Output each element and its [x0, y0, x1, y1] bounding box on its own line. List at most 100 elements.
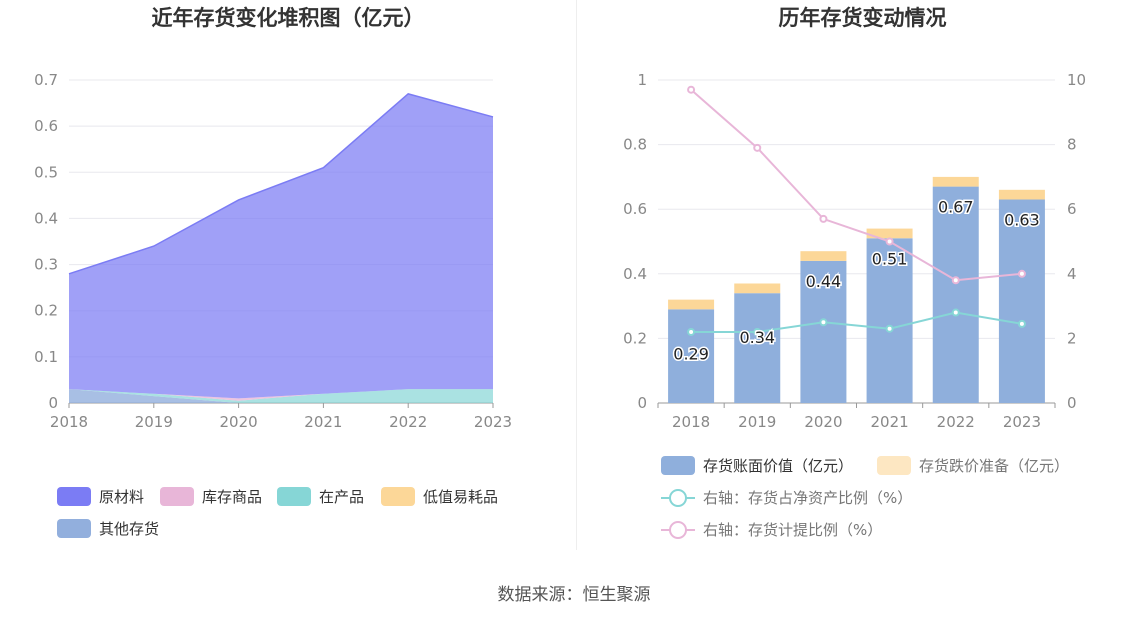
- legend-swatch: [57, 487, 91, 506]
- legend-label: 在产品: [319, 488, 365, 506]
- right-legend-item[interactable]: 右轴：存货占净资产比例（%）: [661, 487, 912, 508]
- area-edge-原材料: [68, 93, 494, 275]
- bar-book-value: [866, 238, 913, 403]
- line-point-0: [819, 318, 828, 327]
- legend-label: 存货账面价值（亿元）: [703, 457, 854, 475]
- right-chart-title: 历年存货变动情况: [778, 6, 947, 30]
- legend-swatch: [661, 488, 695, 507]
- left-y-tick-label: 0: [48, 394, 58, 412]
- left-y-tick-label: 0.7: [34, 71, 58, 89]
- left-y-tick-label: 0.5: [34, 163, 58, 181]
- right-y2-tick-label: 4: [1067, 265, 1077, 283]
- data-source: 数据来源：恒生聚源: [497, 585, 651, 605]
- area-原材料: [69, 93, 493, 399]
- left-legend-item[interactable]: 原材料: [57, 486, 144, 507]
- legend-swatch: [661, 520, 695, 539]
- right-x-tick-label: 2023: [1003, 413, 1041, 431]
- right-x-tick-label: 2018: [672, 413, 710, 431]
- left-chart-svg: 0 0.1 0.2 0.3 0.4 0.5 0.6 0.7 2018 2019 2020 2021 20…: [34, 71, 512, 431]
- legend-label: 存货跌价准备（亿元）: [919, 457, 1070, 475]
- line-point-0: [687, 327, 696, 336]
- left-y-tick-label: 0.1: [34, 348, 58, 366]
- bar-provision: [998, 189, 1045, 200]
- right-x-tick-label: 2019: [738, 413, 776, 431]
- left-x-tick-label: 2023: [474, 413, 512, 431]
- right-y-tick-label: 1: [637, 71, 647, 89]
- line-point-1: [753, 143, 762, 152]
- right-y2-tick-label: 10: [1067, 71, 1086, 89]
- left-y-tick-label: 0.2: [34, 302, 58, 320]
- left-y-tick-label: 0.6: [34, 117, 58, 135]
- line-point-0: [951, 308, 960, 317]
- bar-provision: [734, 283, 781, 294]
- left-y-tick-label: 0.4: [34, 209, 58, 227]
- right-y-tick-label: 0.2: [623, 329, 647, 347]
- area-在产品: [69, 389, 493, 403]
- right-legend-item[interactable]: 右轴：存货计提比例（%）: [661, 519, 882, 540]
- legend-swatch: [877, 456, 911, 475]
- line-point-1: [687, 85, 696, 94]
- right-y2-tick-label: 2: [1067, 329, 1077, 347]
- legend-swatch: [381, 487, 415, 506]
- bar-provision: [668, 299, 715, 310]
- left-legend-item[interactable]: 库存商品: [160, 486, 262, 507]
- bar-book-value: [800, 260, 847, 403]
- line-point-0: [1017, 319, 1026, 328]
- legend-label: 右轴：存货计提比例（%）: [703, 521, 883, 539]
- legend-label: 其他存货: [99, 520, 160, 538]
- bar-provision: [932, 176, 979, 187]
- right-x-tick-label: 2021: [870, 413, 908, 431]
- line-point-1: [885, 237, 894, 246]
- right-legend-item[interactable]: 存货跌价准备（亿元）: [877, 455, 1069, 476]
- left-chart-title: 近年存货变化堆积图（亿元）: [151, 6, 425, 30]
- bar-data-label: 0.63: [1004, 211, 1040, 230]
- legend-swatch: [661, 456, 695, 475]
- inventory-stacked-area-chart: 近年存货变化堆积图（亿元） 0 0.1 0.2 0.3 0.4 0.5 0.6 0.7 2018…: [0, 0, 576, 550]
- legend-swatch: [160, 487, 194, 506]
- right-y-tick-label: 0: [637, 394, 647, 412]
- right-y-tick-label: 0.6: [623, 200, 647, 218]
- panel-divider: [576, 0, 577, 550]
- right-y2-tick-label: 6: [1067, 200, 1077, 218]
- line-series-1: [690, 88, 1023, 282]
- left-legend-item[interactable]: 低值易耗品: [381, 486, 498, 507]
- left-legend-item[interactable]: 在产品: [277, 486, 364, 507]
- legend-label: 右轴：存货占净资产比例（%）: [703, 489, 913, 507]
- bar-provision: [866, 228, 913, 239]
- bar-data-label: 0.44: [806, 272, 842, 291]
- bar-book-value: [932, 186, 979, 403]
- bar-book-value: [998, 199, 1045, 403]
- bar-data-label: 0.51: [872, 249, 908, 268]
- bar-provision: [800, 251, 847, 261]
- line-point-1: [951, 276, 960, 285]
- line-series-0: [691, 311, 1023, 333]
- bar-data-label: 0.29: [673, 344, 709, 363]
- legend-label: 原材料: [99, 488, 145, 506]
- bar-data-label: 0.67: [938, 198, 974, 217]
- right-y-tick-label: 0.8: [623, 136, 647, 154]
- area-其他存货: [69, 389, 493, 403]
- legend-label: 库存商品: [202, 488, 263, 506]
- right-y2-tick-label: 0: [1067, 394, 1077, 412]
- left-legend-item[interactable]: 其他存货: [57, 518, 159, 539]
- bar-data-label: 0.34: [739, 328, 775, 347]
- bar-book-value: [734, 293, 781, 403]
- line-point-0: [753, 327, 762, 336]
- legend-label: 低值易耗品: [423, 488, 499, 506]
- left-y-tick-label: 0.3: [34, 256, 58, 274]
- right-legend-item[interactable]: 存货账面价值（亿元）: [661, 455, 853, 476]
- right-y2-tick-label: 8: [1067, 136, 1077, 154]
- inventory-change-bar-chart: 历年存货变动情况 0 0.2 0.4 0.6 0.8 1 0 2 4 6 8 10 2018 2019 20…: [577, 0, 1148, 550]
- legend-swatch: [277, 487, 311, 506]
- left-x-tick-label: 2019: [135, 413, 173, 431]
- left-x-tick-label: 2018: [50, 413, 88, 431]
- legend-swatch: [57, 519, 91, 538]
- line-point-1: [1017, 269, 1026, 278]
- left-x-tick-label: 2020: [220, 413, 258, 431]
- left-x-tick-label: 2022: [389, 413, 427, 431]
- left-x-tick-label: 2021: [304, 413, 342, 431]
- bar-book-value: [668, 309, 715, 403]
- right-y-tick-label: 0.4: [623, 265, 647, 283]
- line-point-0: [885, 324, 894, 333]
